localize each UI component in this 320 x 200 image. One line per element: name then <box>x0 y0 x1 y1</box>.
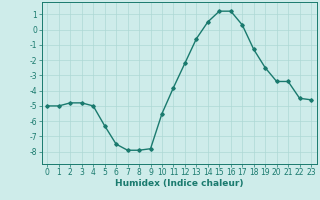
X-axis label: Humidex (Indice chaleur): Humidex (Indice chaleur) <box>115 179 244 188</box>
